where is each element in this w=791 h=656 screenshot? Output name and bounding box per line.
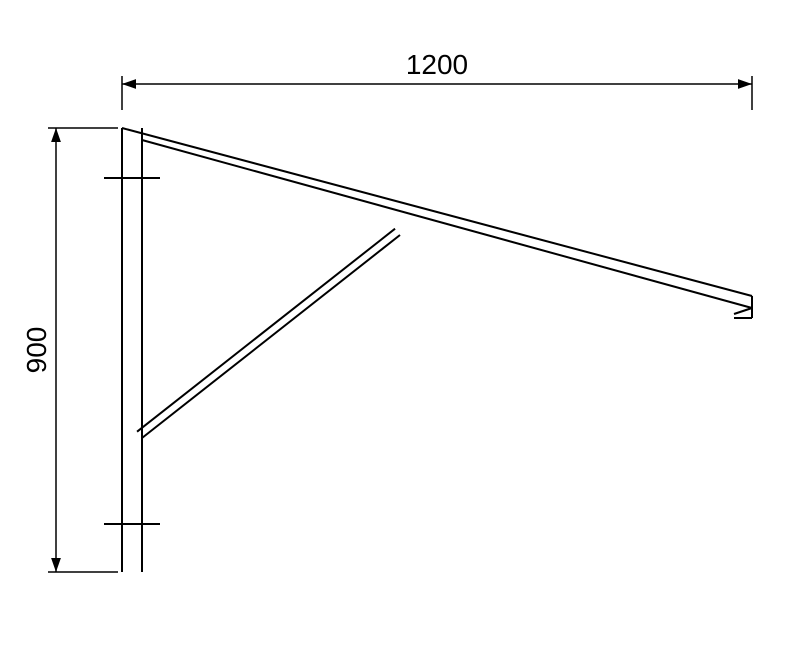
- dimension-horizontal: 1200: [122, 49, 752, 110]
- dimension-vertical-label: 900: [21, 327, 52, 374]
- bracket-outline: [104, 128, 752, 572]
- technical-drawing: 1200 900: [0, 0, 791, 656]
- dimension-vertical: 900: [21, 128, 118, 572]
- dimension-horizontal-label: 1200: [406, 49, 468, 80]
